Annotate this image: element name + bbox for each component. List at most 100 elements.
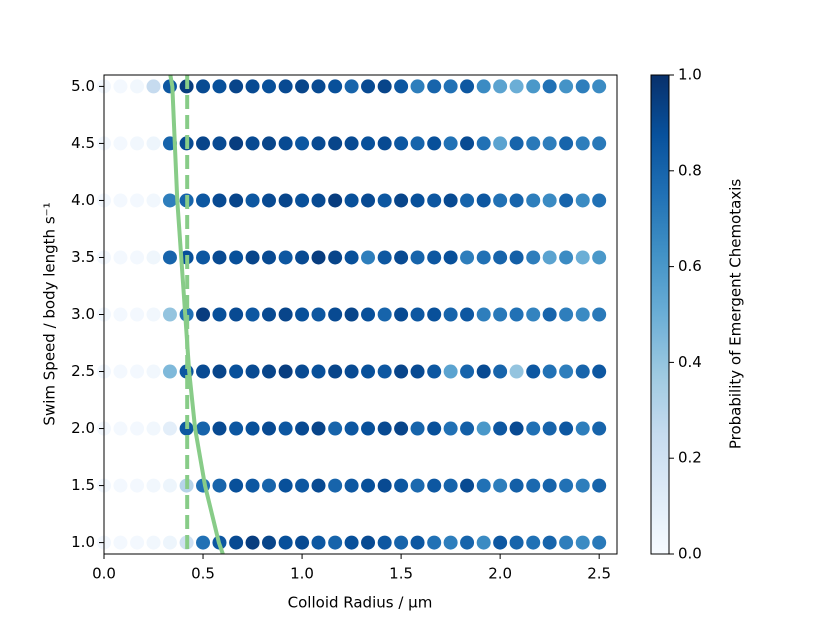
data-point <box>460 193 475 208</box>
data-point <box>394 421 409 436</box>
data-point <box>245 535 260 550</box>
data-point <box>542 364 557 379</box>
data-point <box>493 478 508 493</box>
data-point <box>377 307 392 322</box>
data-point <box>229 250 244 265</box>
data-point <box>394 535 409 550</box>
data-point <box>526 307 541 322</box>
data-point <box>443 79 458 94</box>
data-point <box>542 478 557 493</box>
x-tick-label: 1.5 <box>389 565 413 583</box>
data-point <box>361 250 376 265</box>
data-point <box>443 478 458 493</box>
data-point <box>460 478 475 493</box>
data-point <box>261 421 276 436</box>
data-point <box>344 478 359 493</box>
data-point <box>460 79 475 94</box>
y-tick-label: 1.0 <box>71 533 95 551</box>
data-point <box>146 79 161 94</box>
data-point <box>295 79 310 94</box>
data-point <box>575 478 590 493</box>
data-point <box>146 136 161 151</box>
data-point <box>592 79 607 94</box>
colorbar-tick-label: 0.0 <box>678 545 702 563</box>
data-point <box>344 421 359 436</box>
data-point <box>245 421 260 436</box>
data-point <box>146 250 161 265</box>
data-point <box>476 193 491 208</box>
data-point <box>146 193 161 208</box>
data-point <box>559 193 574 208</box>
data-point <box>344 193 359 208</box>
data-point <box>245 307 260 322</box>
data-point <box>229 79 244 94</box>
data-point <box>592 250 607 265</box>
data-point <box>344 79 359 94</box>
data-point <box>559 535 574 550</box>
data-point <box>295 364 310 379</box>
data-point <box>162 307 177 322</box>
data-point <box>427 193 442 208</box>
data-point <box>261 136 276 151</box>
data-point <box>278 421 293 436</box>
data-point <box>410 364 425 379</box>
data-point <box>245 79 260 94</box>
y-tick-label: 1.5 <box>71 476 95 494</box>
data-point <box>295 250 310 265</box>
data-point <box>526 364 541 379</box>
data-point <box>196 136 211 151</box>
data-point <box>212 307 227 322</box>
data-point <box>377 136 392 151</box>
data-point <box>196 250 211 265</box>
data-point <box>443 307 458 322</box>
data-point <box>146 421 161 436</box>
data-point <box>559 307 574 322</box>
data-point <box>146 478 161 493</box>
data-point <box>427 364 442 379</box>
x-tick-label: 2.5 <box>587 565 611 583</box>
data-point <box>542 307 557 322</box>
data-point <box>278 478 293 493</box>
data-point <box>196 307 211 322</box>
data-point <box>443 421 458 436</box>
data-point <box>361 364 376 379</box>
data-point <box>443 250 458 265</box>
data-point <box>261 478 276 493</box>
data-point <box>476 421 491 436</box>
data-point <box>509 478 524 493</box>
data-point <box>542 136 557 151</box>
data-point <box>212 421 227 436</box>
data-point <box>559 421 574 436</box>
data-point <box>509 193 524 208</box>
data-point <box>278 250 293 265</box>
data-point <box>410 193 425 208</box>
data-point <box>212 193 227 208</box>
data-point <box>592 193 607 208</box>
data-point <box>162 364 177 379</box>
data-point <box>261 535 276 550</box>
y-tick-label: 3.5 <box>71 248 95 266</box>
data-point <box>295 478 310 493</box>
data-point <box>460 136 475 151</box>
data-point <box>559 79 574 94</box>
data-point <box>592 364 607 379</box>
data-point <box>344 250 359 265</box>
data-point <box>427 478 442 493</box>
data-point <box>361 136 376 151</box>
data-point <box>476 364 491 379</box>
data-point <box>361 193 376 208</box>
data-point <box>229 478 244 493</box>
x-tick-label: 0.0 <box>92 565 116 583</box>
data-point <box>278 136 293 151</box>
data-point <box>575 364 590 379</box>
colorbar-tick-label: 0.6 <box>678 257 702 275</box>
data-point <box>295 535 310 550</box>
y-tick-label: 4.0 <box>71 191 95 209</box>
data-point <box>394 136 409 151</box>
data-point <box>361 478 376 493</box>
data-point <box>229 193 244 208</box>
data-point <box>328 79 343 94</box>
data-point <box>476 307 491 322</box>
data-point <box>592 421 607 436</box>
